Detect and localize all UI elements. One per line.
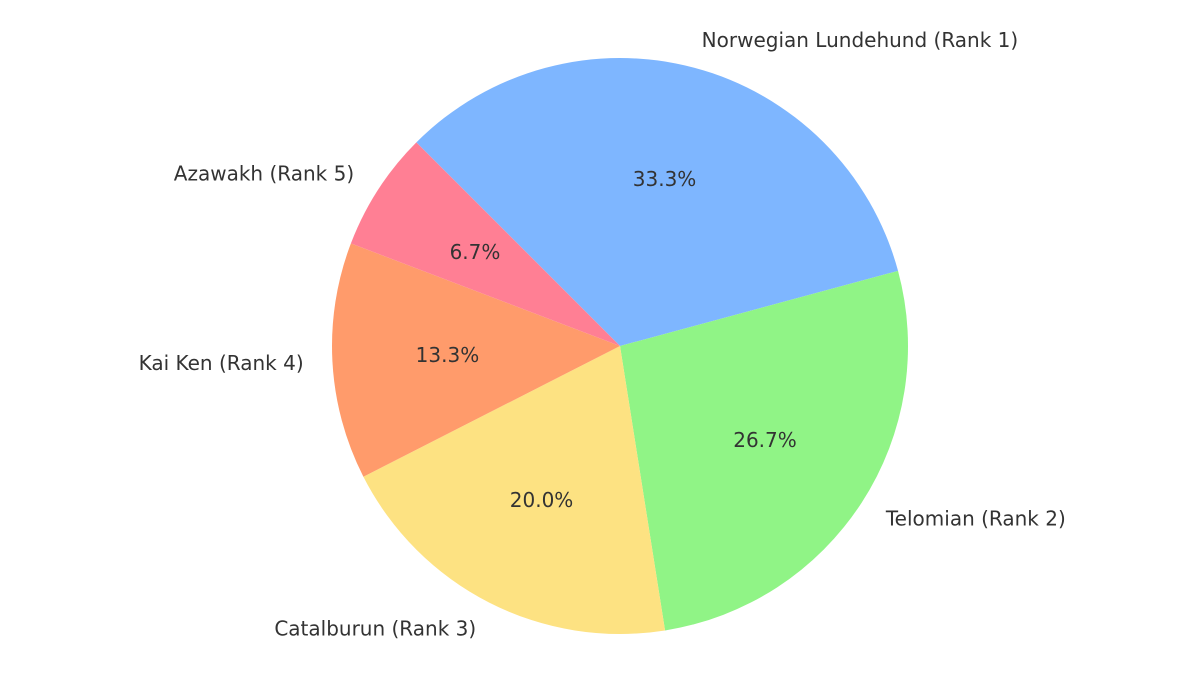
- pie-category-label-2: Telomian (Rank 2): [885, 506, 1066, 530]
- pie-percent-label-4: 13.3%: [416, 343, 480, 367]
- pie-percent-label-2: 26.7%: [733, 428, 797, 452]
- pie-category-labels: Norwegian Lundehund (Rank 1) Telomian (Ra…: [139, 28, 1066, 640]
- pie-slice-4: [332, 243, 620, 477]
- pie-category-label-5: Azawakh (Rank 5): [174, 162, 354, 186]
- pie-percent-label-5: 6.7%: [450, 240, 501, 264]
- pie-category-label-4: Kai Ken (Rank 4): [139, 351, 304, 375]
- pie-slice-3: [363, 346, 666, 634]
- pie-category-label-3: Catalburun (Rank 3): [274, 616, 476, 640]
- pie-slices: [332, 57, 908, 634]
- pie-percent-label-3: 20.0%: [510, 488, 574, 512]
- pie-percent-labels: 33.3% 26.7% 20.0% 13.3% 6.7%: [416, 167, 797, 512]
- pie-category-label-1: Norwegian Lundehund (Rank 1): [702, 28, 1019, 52]
- pie-slice-5: [350, 142, 620, 346]
- pie-slice-2: [620, 270, 908, 631]
- pie-slice-1: [416, 57, 899, 346]
- pie-percent-label-1: 33.3%: [633, 167, 697, 191]
